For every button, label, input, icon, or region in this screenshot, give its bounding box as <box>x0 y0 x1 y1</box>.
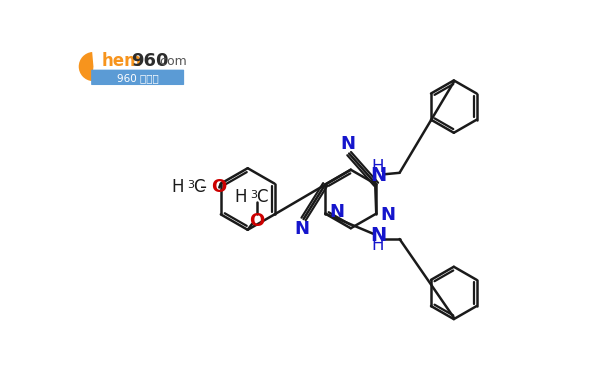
Text: 960: 960 <box>131 52 168 70</box>
Text: 960 化工网: 960 化工网 <box>117 73 159 83</box>
Text: H: H <box>234 189 247 207</box>
Text: N: N <box>295 220 310 238</box>
Text: N: N <box>329 203 344 221</box>
Text: 3: 3 <box>250 190 257 200</box>
FancyBboxPatch shape <box>91 70 184 85</box>
Text: C: C <box>256 189 267 207</box>
Text: N: N <box>380 206 395 224</box>
Text: O: O <box>249 211 264 230</box>
Text: hem: hem <box>102 52 142 70</box>
Text: -: - <box>200 178 208 197</box>
Text: H: H <box>171 178 184 196</box>
Text: 3: 3 <box>187 180 194 190</box>
Text: H: H <box>371 158 384 176</box>
Text: H: H <box>371 236 384 254</box>
Text: O: O <box>212 178 227 196</box>
Text: N: N <box>370 166 386 185</box>
Text: C: C <box>193 178 204 196</box>
Text: N: N <box>370 226 386 246</box>
Wedge shape <box>79 52 93 81</box>
Text: .com: .com <box>156 55 187 68</box>
Text: N: N <box>341 135 356 153</box>
